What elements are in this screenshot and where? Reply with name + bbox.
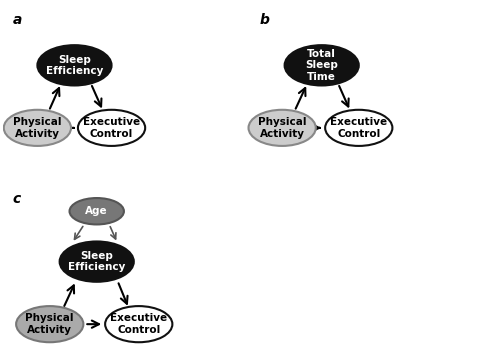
Ellipse shape [16,306,84,342]
Text: Physical
Activity: Physical Activity [26,313,74,335]
Text: Sleep
Efficiency: Sleep Efficiency [46,54,103,76]
Ellipse shape [284,45,359,85]
Ellipse shape [248,110,316,146]
Text: a: a [12,13,22,27]
Text: Age: Age [86,206,108,216]
Ellipse shape [70,198,124,225]
Ellipse shape [325,110,392,146]
Ellipse shape [105,306,172,342]
Text: Sleep
Efficiency: Sleep Efficiency [68,251,126,273]
Ellipse shape [60,241,134,282]
Ellipse shape [4,110,71,146]
Text: Physical
Activity: Physical Activity [258,117,306,139]
Text: Executive
Control: Executive Control [110,313,168,335]
Text: b: b [260,13,270,27]
Ellipse shape [38,45,112,85]
Text: Executive
Control: Executive Control [330,117,388,139]
Text: Total
Sleep
Time: Total Sleep Time [306,49,338,82]
Ellipse shape [78,110,145,146]
Text: Physical
Activity: Physical Activity [13,117,62,139]
Text: c: c [12,192,21,206]
Text: Executive
Control: Executive Control [83,117,140,139]
